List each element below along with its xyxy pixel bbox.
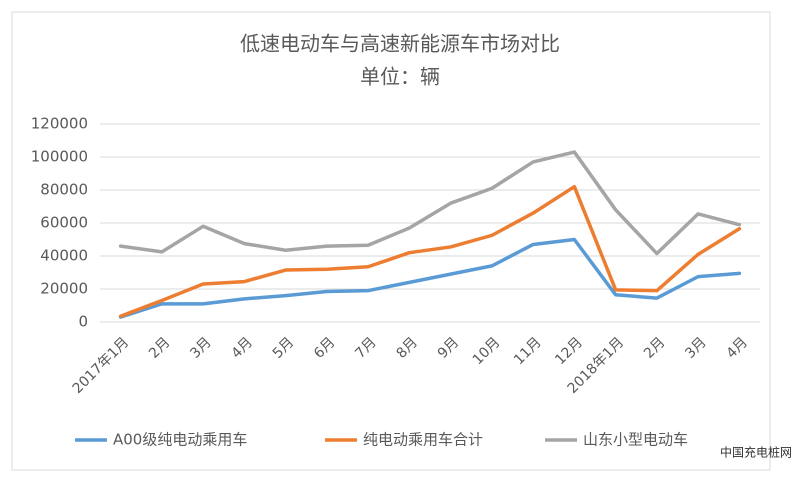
series-line <box>118 184 742 318</box>
y-tick-label: 80000 <box>40 181 88 199</box>
chart-title: 低速电动车与高速新能源车市场对比 <box>240 32 560 56</box>
chart-subtitle: 单位：辆 <box>360 65 440 89</box>
series-line <box>118 237 742 319</box>
legend-label: A00级纯电动乘用车 <box>113 431 247 449</box>
y-tick-label: 40000 <box>40 247 88 265</box>
y-tick-label: 60000 <box>40 214 88 232</box>
y-tick-label: 100000 <box>31 148 88 166</box>
y-tick-label: 120000 <box>31 115 88 133</box>
legend-label: 纯电动乘用车合计 <box>363 431 483 449</box>
y-tick-label: 0 <box>78 313 88 331</box>
legend-label: 山东小型电动车 <box>583 431 688 449</box>
y-tick-label: 20000 <box>40 280 88 298</box>
series-line <box>118 150 742 256</box>
watermark: 中国充电桩网 <box>720 445 792 460</box>
